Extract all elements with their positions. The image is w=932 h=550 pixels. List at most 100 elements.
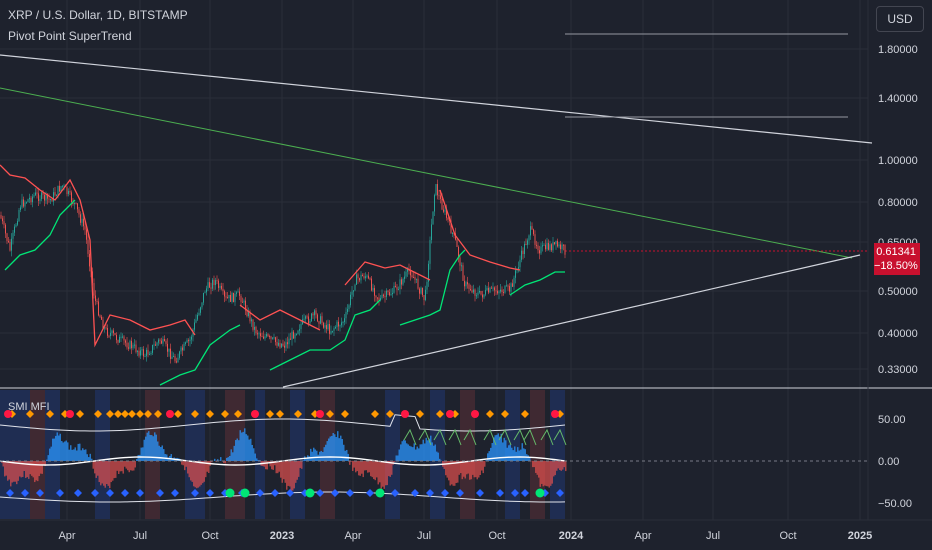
candle-body [522, 250, 524, 254]
candle-body [255, 326, 257, 334]
candle-body [11, 238, 12, 251]
candle-body [545, 244, 546, 250]
osc-histogram-bar [461, 461, 463, 480]
osc-histogram-bar [181, 461, 183, 465]
candle-body [3, 221, 5, 225]
candle-body [170, 348, 171, 359]
candle-body [108, 335, 110, 337]
candle-body [380, 298, 381, 301]
osc-histogram-bar [524, 449, 526, 461]
osc-histogram-bar [481, 461, 483, 471]
candle-body [248, 311, 249, 317]
oscillator-title[interactable]: SMI MFI [8, 401, 50, 413]
candle-body [561, 244, 563, 250]
candle-body [158, 339, 159, 343]
osc-histogram-bar [185, 461, 187, 467]
osc-histogram-bar [472, 461, 474, 475]
oscillator-axis[interactable]: 50.00 0.00 −50.00 [878, 414, 912, 510]
candle-body [111, 330, 113, 333]
candle-body [407, 268, 408, 272]
candle-body [440, 195, 441, 199]
osc-histogram-bar [226, 457, 228, 461]
candle-body [191, 336, 192, 340]
candle-body [347, 309, 348, 312]
candle-body [168, 348, 170, 352]
osc-histogram-bar [350, 461, 352, 462]
currency-button[interactable]: USD [876, 6, 924, 32]
osc-bottom-dot [240, 488, 250, 498]
osc-histogram-bar [137, 454, 139, 461]
osc-histogram-bar [496, 434, 498, 461]
candle-body [303, 318, 305, 320]
symbol-title[interactable]: XRP / U.S. Dollar, 1D, BITSTAMP [8, 8, 188, 22]
candle-body [551, 244, 552, 251]
indicator-name[interactable]: Pivot Point SuperTrend [8, 29, 132, 43]
last-price-value: 0.61341 [876, 246, 916, 258]
candle-body [126, 342, 128, 348]
osc-bottom-dot [375, 488, 385, 498]
osc-histogram-bar [550, 461, 552, 486]
osc-top-dot [166, 410, 174, 418]
candle-body [348, 305, 350, 310]
osc-histogram-bar [236, 438, 238, 461]
osc-histogram-bar [407, 444, 409, 461]
candle-body [27, 199, 29, 203]
osc-histogram-bar [191, 461, 193, 482]
osc-bottom-diamond [511, 489, 519, 497]
candle-body [54, 192, 56, 196]
candle-body [195, 319, 197, 323]
osc-histogram-bar [311, 451, 313, 461]
osc-histogram-bar [116, 461, 118, 471]
osc-histogram-bar [113, 461, 115, 479]
osc-histogram-bar [421, 444, 423, 461]
osc-histogram-bar [527, 455, 529, 461]
osc-histogram-bar [206, 461, 208, 472]
time-tick-label: Jul [706, 530, 720, 542]
candle-body [167, 343, 168, 352]
candle-body [171, 356, 173, 359]
price-axis[interactable]: 1.800001.400001.000000.800000.650000.500… [878, 44, 918, 376]
candle-body [437, 184, 438, 196]
candle-body [510, 283, 512, 292]
oscillator-tick-label: 0.00 [878, 456, 899, 468]
time-axis[interactable]: Apr Jul Oct 2023 Apr Jul Oct 2024 Apr Jul Oct 2025 [58, 530, 872, 542]
candle-body [339, 325, 341, 327]
candle-body [5, 224, 6, 234]
osc-histogram-bar [40, 461, 42, 474]
candle-body [74, 202, 75, 205]
osc-histogram-bar [58, 435, 60, 461]
osc-histogram-bar [19, 461, 21, 477]
osc-background-zone [255, 390, 265, 519]
candle-body [468, 284, 470, 289]
osc-bottom-diamond [316, 489, 324, 497]
osc-histogram-bar [503, 437, 505, 461]
candle-body [20, 207, 21, 210]
osc-histogram-bar [554, 461, 556, 476]
osc-histogram-bar [404, 440, 406, 461]
osc-histogram-bar [88, 457, 90, 461]
candle-body [53, 192, 54, 202]
candle-body [30, 197, 32, 203]
osc-bottom-diamond [496, 489, 504, 497]
candle-body [164, 339, 165, 342]
osc-histogram-bar [370, 461, 372, 477]
osc-histogram-bar [500, 433, 502, 461]
osc-histogram-bar [389, 461, 391, 477]
osc-histogram-bar [406, 443, 408, 461]
osc-histogram-bar [361, 461, 363, 474]
candle-body [8, 241, 9, 243]
candle-body [530, 226, 531, 236]
price-tick-label: 1.80000 [878, 44, 918, 56]
osc-top-diamond [266, 410, 274, 418]
osc-bottom-diamond [206, 489, 214, 497]
osc-histogram-bar [148, 431, 150, 461]
candle-body [51, 199, 53, 202]
candle-body [470, 288, 471, 291]
candle-body [500, 289, 501, 292]
candle-body [308, 316, 309, 324]
candle-body [515, 270, 516, 278]
candle-body [213, 279, 215, 286]
time-tick-label: 2025 [848, 530, 872, 542]
osc-histogram-bar [8, 461, 10, 480]
